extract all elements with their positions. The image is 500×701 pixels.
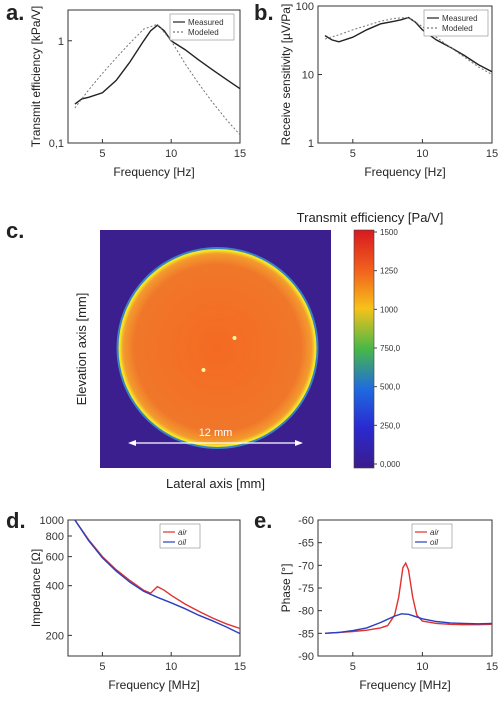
y-tick-label: -65 (298, 538, 314, 550)
panel-e: e. 5 10 15 -60 -65 -70 -75 -80 -85 -90 Frequency [… (250, 506, 500, 696)
plot-frame (317, 519, 493, 657)
transmit-efficiency-heatmap: 12 mm Lateral axis [mm] Elevation axis [mm… (74, 210, 444, 491)
legend-label-measured: Measured (442, 14, 478, 23)
y-tick-label: 1 (58, 36, 64, 48)
legend-box (423, 9, 489, 37)
x-tick-label: 5 (350, 661, 356, 673)
legend-label-measured: Measured (188, 18, 224, 27)
x-tick-label: 10 (165, 661, 177, 673)
colorbar-title: Transmit efficiency [Pa/V] (297, 210, 444, 225)
y-tick-label: 100 (296, 1, 314, 13)
legend-label-air: air (178, 528, 187, 537)
x-axis-label: Frequency [MHz] (108, 678, 199, 692)
colorbar-tick-label: 1250 (380, 267, 398, 276)
y-tick-label: -70 (298, 560, 314, 572)
colorbar-tick-label: 750,0 (380, 344, 401, 353)
arrow-head-right (295, 440, 303, 446)
x-tick-label: 5 (99, 661, 105, 673)
series-line-air (324, 561, 493, 634)
panel-c: c. 12 mm Lateral axis [mm] Elevation axis … (0, 200, 500, 500)
y-tick-label: 800 (46, 531, 64, 543)
x-tick-label: 15 (234, 148, 246, 160)
x-tick-label: 10 (165, 148, 177, 160)
y-tick-label: -85 (298, 628, 314, 640)
legend-label-oil: oil (430, 538, 438, 547)
series-line-oil (324, 613, 493, 634)
legend-label-modeled: Modeled (188, 28, 219, 37)
series-line-air (74, 519, 241, 630)
scale-label: 12 mm (199, 427, 233, 439)
panel-b: b. 5 10 15 1 10 100 Frequency [Hz] Receive sens… (250, 0, 500, 190)
impedance-chart: 5 10 15 200 400 600 800 1000 Frequency [MHz] Impe… (29, 515, 246, 692)
legend-box (169, 13, 235, 41)
legend-label-air: air (430, 528, 439, 537)
colorbar-tick-label: 1000 (380, 305, 398, 314)
colorbar-tick-label: 0,000 (380, 460, 401, 469)
y-axis-label: Transmit efficiency [kPa/V] (29, 6, 43, 147)
panel-label-a: a. (6, 0, 25, 25)
colorbar-tick-label: 1500 (380, 228, 398, 237)
transmit-efficiency-chart: 5 10 15 0,1 1 Frequency [Hz] Transmit efficien… (29, 6, 246, 179)
y-tick-label: 1 (308, 138, 314, 150)
panel-label-c: c. (6, 218, 25, 243)
x-tick-label: 5 (99, 148, 105, 160)
series-line-measured (74, 24, 241, 105)
colorbar-tick-label: 500,0 (380, 383, 401, 392)
panel-label-b: b. (254, 0, 274, 25)
receive-sensitivity-chart: 5 10 15 1 10 100 Frequency [Hz] Receive sensiti… (279, 1, 498, 179)
y-tick-label: 0,1 (49, 138, 64, 150)
y-tick-label: 200 (46, 630, 64, 642)
x-tick-label: 15 (234, 661, 246, 673)
panel-label-d: d. (6, 508, 26, 533)
y-tick-label: 400 (46, 581, 64, 593)
x-tick-label: 5 (350, 148, 356, 160)
x-tick-label: 15 (486, 148, 498, 160)
arrow-head-left (128, 440, 136, 446)
colorbar (353, 229, 375, 469)
phase-chart: 5 10 15 -60 -65 -70 -75 -80 -85 -90 Frequency [MHz… (279, 515, 498, 692)
x-tick-label: 10 (416, 148, 428, 160)
series-line-modeled (324, 16, 493, 75)
panel-a: a. 5 10 15 0,1 1 Frequency [Hz] Transmit effic… (0, 0, 250, 190)
y-axis-label: Receive sensitivity [µV/Pa] (279, 4, 293, 146)
series-line-modeled (74, 23, 241, 136)
y-tick-label: -75 (298, 583, 314, 595)
x-axis-label: Lateral axis [mm] (166, 476, 265, 491)
x-tick-label: 10 (416, 661, 428, 673)
series-line-oil (74, 519, 241, 635)
legend-box (159, 523, 201, 549)
y-axis-label: Phase [°] (279, 564, 293, 613)
plot-frame (67, 519, 241, 657)
transducer-disk (118, 249, 317, 447)
legend-label-oil: oil (178, 538, 186, 547)
y-axis-label: Elevation axis [mm] (74, 293, 89, 406)
series-line-measured (324, 16, 493, 73)
y-tick-label: 10 (302, 70, 314, 82)
x-axis-label: Frequency [Hz] (364, 165, 445, 179)
plot-frame (67, 9, 241, 144)
hot-spot (201, 368, 206, 372)
colorbar-tick-label: 250,0 (380, 421, 401, 430)
x-axis-label: Frequency [MHz] (359, 678, 450, 692)
y-axis-label: Impedance [Ω] (29, 549, 43, 627)
hot-spot (232, 336, 237, 340)
y-tick-label: 600 (46, 552, 64, 564)
y-tick-label: -90 (298, 651, 314, 663)
panel-d: d. 5 10 15 200 400 600 800 1000 Frequency [MHz] I… (0, 506, 250, 696)
x-axis-label: Frequency [Hz] (113, 165, 194, 179)
x-tick-label: 15 (486, 661, 498, 673)
y-tick-label: -60 (298, 515, 314, 527)
legend-label-modeled: Modeled (442, 24, 473, 33)
y-tick-label: -80 (298, 606, 314, 618)
legend-box (411, 523, 453, 549)
panel-label-e: e. (254, 508, 273, 533)
y-tick-label: 1000 (40, 515, 64, 527)
